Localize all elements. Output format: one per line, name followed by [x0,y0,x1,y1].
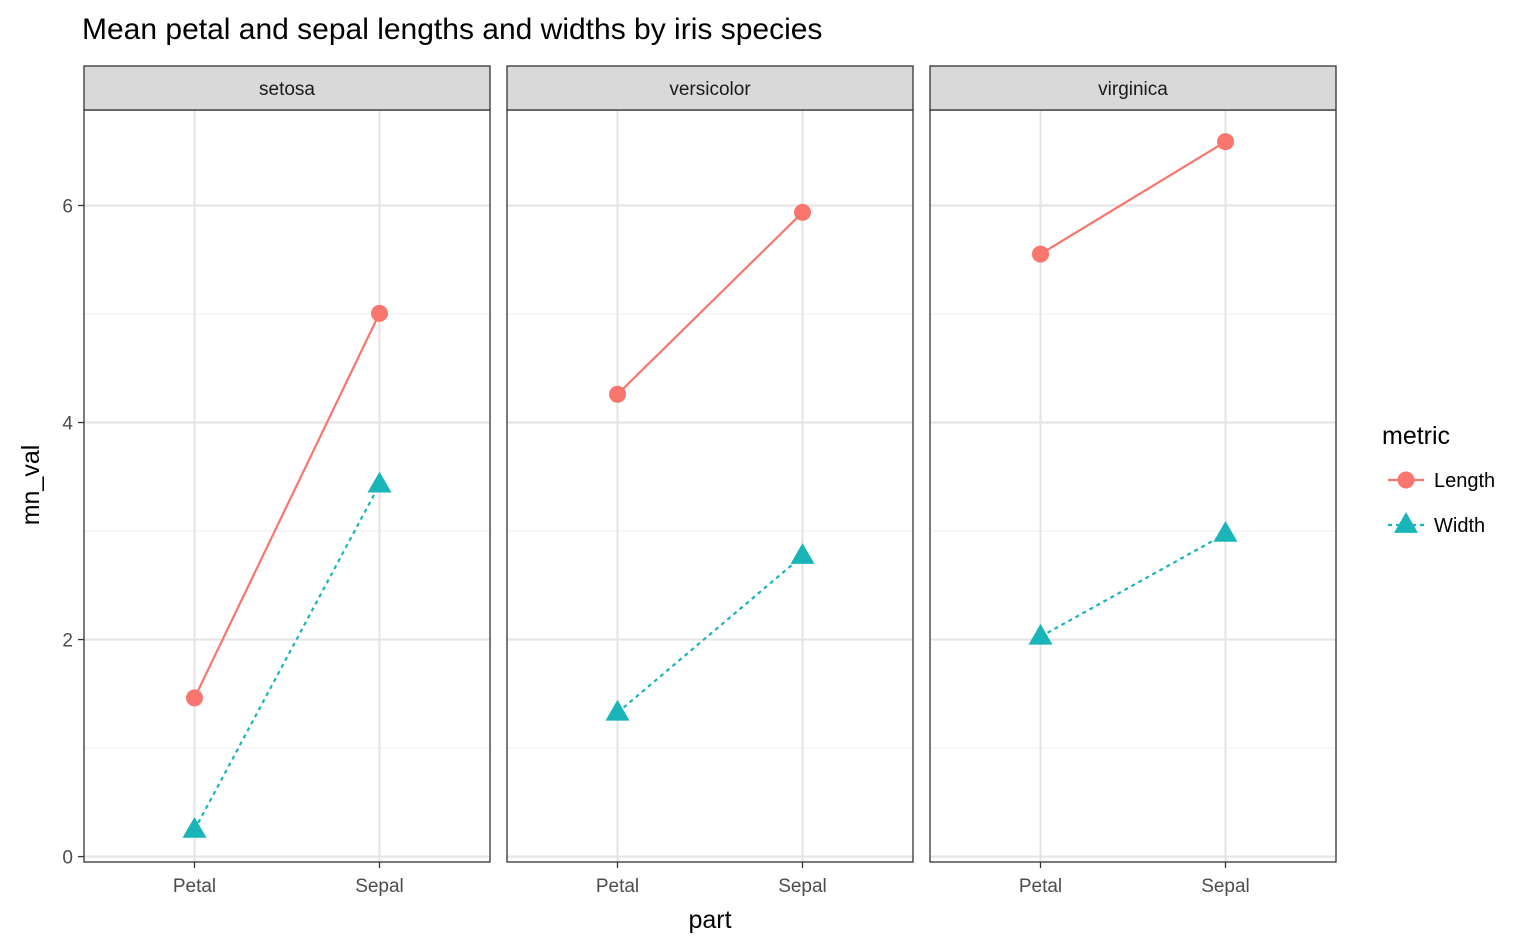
chart-title: Mean petal and sepal lengths and widths … [82,13,822,46]
x-axis-title: part [688,906,731,934]
y-tick-label: 0 [62,848,73,869]
legend-label: Width [1434,515,1485,537]
panel-background [507,110,913,862]
facet-setosa: setosa Petal Sepal [83,65,491,897]
series-line-width [1039,532,1227,638]
x-tick-label: Sepal [778,876,827,897]
data-point-length-petal [609,385,626,403]
y-tick-label: 4 [62,414,73,435]
x-tick-label: Petal [1019,876,1062,897]
legend-title: metric [1382,422,1450,450]
data-point-length-sepal [371,304,388,322]
facet-virginica: virginica Petal Sepal [929,65,1337,897]
data-point-width-sepal [367,471,392,493]
y-tick-label: 2 [62,631,73,652]
facet-strip [506,65,914,111]
series-line-length [193,312,381,699]
facet-versicolor: versicolor Petal Sepal [506,65,914,897]
facet-strip [83,65,491,111]
x-tick-label: Sepal [355,876,404,897]
series-line-length [1039,140,1227,256]
x-tick-label: Petal [173,876,216,897]
y-tick-label: 6 [62,196,73,217]
facet-strip [929,65,1337,111]
legend-label: Length [1434,470,1495,492]
data-point-width-sepal [790,543,815,564]
legend-entry-length: Length [1388,470,1495,492]
legend-entry-width: Width [1388,512,1485,537]
y-axis-title: mn_val [17,445,45,526]
panel-background [930,110,1336,862]
x-tick-label: Petal [596,876,639,897]
data-point-width-petal [182,816,207,838]
facet-strip-label: setosa [259,79,315,100]
y-axis: 0 2 4 6 [62,196,84,869]
legend-key-marker [1397,471,1415,489]
facet-strip-label: virginica [1098,79,1168,100]
panel-background [84,110,490,862]
data-point-width-petal [605,699,630,721]
series-line-length [616,211,804,396]
facet-strip-label: versicolor [669,79,751,100]
series-line-width [193,484,381,831]
data-point-length-petal [1032,245,1049,263]
data-point-width-petal [1028,623,1053,645]
legend: metric Length Width [1382,422,1495,537]
data-point-length-sepal [794,203,811,221]
x-tick-label: Sepal [1201,876,1250,897]
series-line-width [616,555,804,714]
legend-key-marker [1394,512,1418,533]
data-point-width-sepal [1213,520,1238,542]
data-point-length-sepal [1217,133,1234,151]
data-point-length-petal [186,689,203,707]
